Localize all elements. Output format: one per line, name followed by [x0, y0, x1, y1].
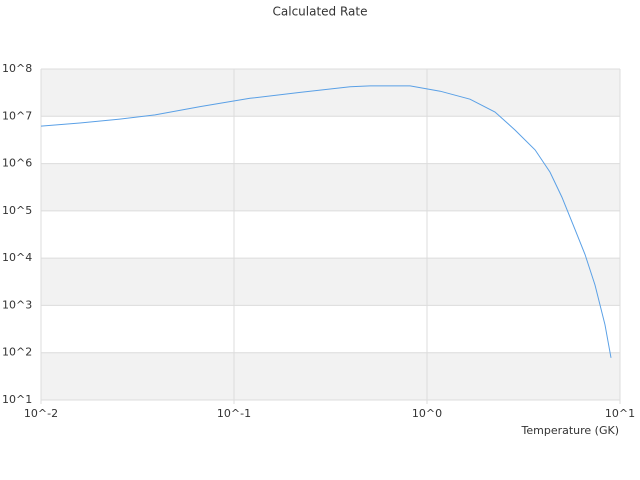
- y-tick-label: 10^5: [2, 204, 32, 217]
- x-tick-label: 10^1: [605, 407, 635, 420]
- y-tick-label: 10^4: [2, 251, 32, 264]
- line: [40, 85, 612, 358]
- y-tick-label: 10^2: [2, 346, 32, 359]
- chart-title: Calculated Rate: [273, 5, 368, 19]
- y-tick-label: 10^7: [2, 109, 32, 122]
- grid-band: [41, 258, 620, 306]
- grid-band: [41, 69, 620, 117]
- y-tick-label: 10^1: [2, 393, 32, 406]
- y-tick-label: 10^8: [2, 62, 32, 75]
- x-tick-label: 10^-1: [217, 407, 251, 420]
- x-tick-label: 10^0: [412, 407, 442, 420]
- x-axis-label: Temperature (GK): [521, 424, 620, 437]
- grid-band: [41, 163, 620, 211]
- y-tick-label: 10^3: [2, 298, 32, 311]
- x-tick-label: 10^-2: [24, 407, 58, 420]
- grid-band: [41, 352, 620, 400]
- y-tick-label: 10^6: [2, 157, 32, 170]
